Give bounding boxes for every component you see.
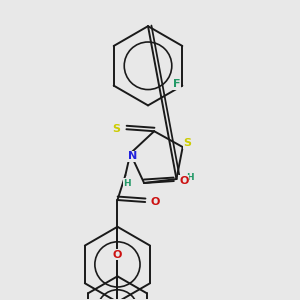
Text: S: S [184,138,192,148]
Text: O: O [150,197,160,207]
Text: H: H [124,179,131,188]
Text: O: O [179,176,188,186]
Text: O: O [113,250,122,260]
Text: S: S [112,124,121,134]
Text: N: N [128,152,137,161]
Text: H: H [187,172,194,182]
Text: F: F [172,79,180,88]
